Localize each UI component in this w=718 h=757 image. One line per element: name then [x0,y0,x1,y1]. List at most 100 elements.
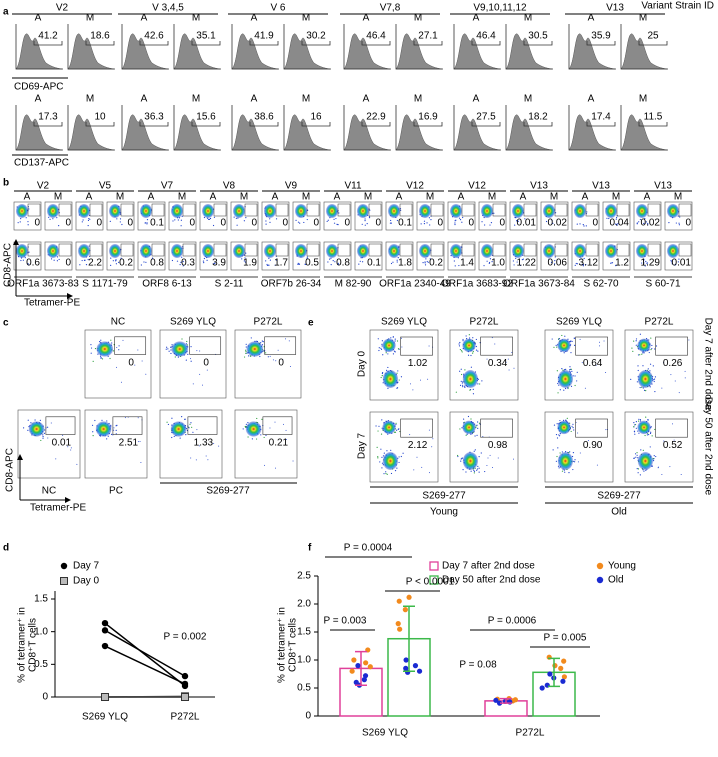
column-header: NC [111,317,125,328]
gate-value: 35.9 [591,31,611,42]
event-dot [137,349,139,351]
group-header: V7,8 [380,3,401,14]
bracket-group: Old [611,507,627,518]
gate-value: 0 [499,218,505,229]
event-dot [264,464,266,466]
density [357,244,369,258]
column-label: A [458,192,465,203]
gate-value: 15.6 [196,112,216,123]
event-dot [633,426,635,428]
event-dot [383,473,385,475]
density [109,244,121,258]
histogram [343,114,391,151]
event-dot [276,259,278,261]
gate [400,336,433,356]
event-dot [563,389,565,391]
column-label: M [192,13,200,24]
y-tick-label: 1.5 [34,594,48,605]
event-dot [362,261,364,263]
density [96,341,114,357]
event-dot [461,351,463,353]
event-dot [571,340,573,343]
event-dot [473,470,476,472]
gate [264,336,297,355]
event-dot [265,434,267,436]
event-dot [638,221,640,223]
event-dot [297,263,299,266]
event-dot [489,454,491,456]
column-header: P272L [645,317,674,328]
event-dot [599,345,601,347]
gate [151,203,165,217]
density [637,452,654,470]
event-dot [554,259,556,262]
gate [638,41,668,46]
column-footer: NC [42,486,56,497]
event-dot [556,370,558,372]
event-dot [182,260,184,263]
gate [430,243,444,257]
density [357,204,369,218]
density [382,338,396,353]
event-dot [603,340,605,342]
histogram-axes [453,105,501,151]
event-dot [392,336,394,338]
axis-label: CD69-APC [14,82,63,93]
event-dot [115,259,117,261]
event-dot [247,436,249,438]
event-dot [244,261,247,263]
point [397,626,403,632]
event-dot [120,257,122,259]
point [396,598,402,604]
column-label: M [612,192,620,203]
plot-frame [17,409,81,479]
gate [120,203,134,217]
event-dot [462,216,464,219]
event-dot [389,222,392,224]
event-dot [76,463,78,465]
column-header: S269 YLQ [381,317,427,328]
event-dot [459,428,461,430]
event-dot [481,380,483,382]
event-dot [248,355,250,357]
event-dot [106,438,108,440]
gate-value: 1.02 [408,358,428,369]
density [574,244,586,258]
event-dot [381,372,384,375]
event-dot [645,469,647,472]
event-dot [269,427,271,429]
event-dot [170,349,172,351]
gate [461,203,475,217]
event-dot [488,262,490,264]
event-dot [212,224,215,227]
event-dot [285,338,287,340]
event-dot [645,390,647,392]
histogram [453,114,501,151]
event-dot [235,217,237,219]
event-dot [381,340,383,342]
event-dot [559,433,561,435]
bracket-label: S269-277 [206,486,250,497]
annotation: P = 0.003 [324,616,367,627]
event-dot [381,467,383,469]
event-dot [643,259,645,261]
gate [151,243,165,257]
event-dot [553,346,555,348]
gate [647,243,661,257]
density [233,244,245,258]
density [462,452,479,470]
event-dot [513,458,515,460]
event-dot [477,427,479,430]
gate-value: 0.2 [119,258,133,269]
event-dot [674,264,676,266]
gate-value: 1.33 [194,437,214,448]
event-dot [489,258,492,260]
event-dot [670,374,672,376]
gate-value: 0 [189,218,195,229]
event-dot [642,365,644,367]
event-dot [402,452,404,454]
event-dot [639,354,641,356]
group-header: V13 [592,181,610,192]
gate-value: 38.6 [254,112,274,123]
peptide: M 82-90 [335,279,372,290]
